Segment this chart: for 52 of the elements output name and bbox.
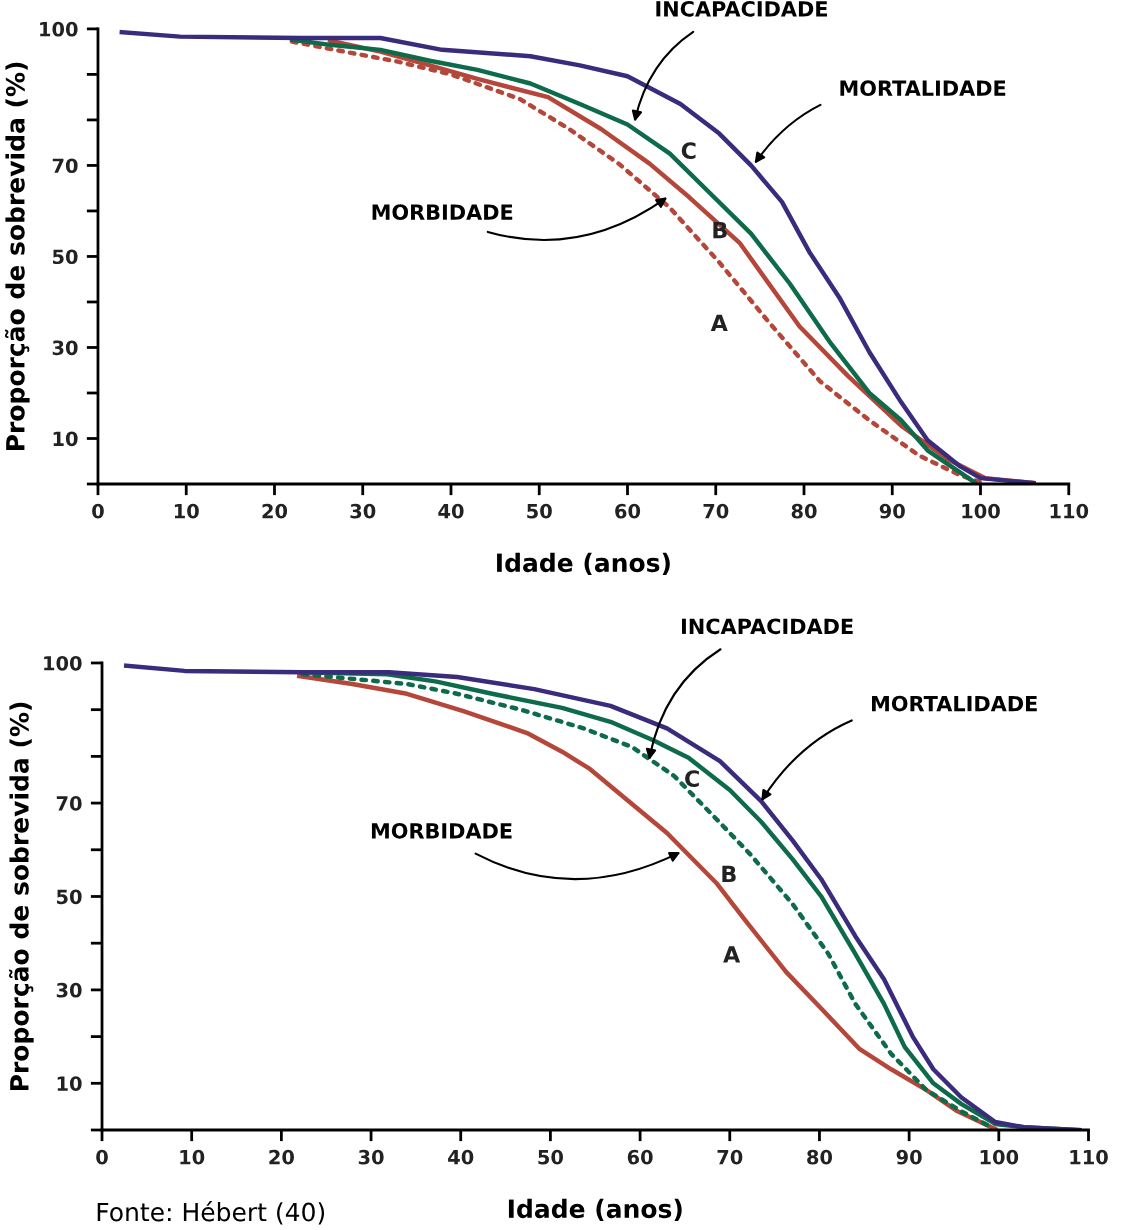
y-axis-title: Proporção de sobrevida (%) xyxy=(4,62,30,451)
x-axis-title: Idade (anos) xyxy=(508,1198,682,1222)
x-tick-label: 100 xyxy=(980,1149,1019,1165)
x-tick-label: 60 xyxy=(615,503,641,519)
x-tick-label: 60 xyxy=(627,1149,653,1165)
x-tick-label: 50 xyxy=(538,1149,564,1165)
x-axis-title: Idade (anos) xyxy=(497,552,670,576)
y-tick-label: 10 xyxy=(57,1076,82,1091)
x-tick-label: 90 xyxy=(896,1149,922,1165)
annotation: MORBIDADE xyxy=(372,204,513,220)
y-axis-title: Proporção de sobrevida (%) xyxy=(9,702,34,1091)
x-tick-label: 30 xyxy=(350,503,376,519)
x-tick-label: 30 xyxy=(358,1149,384,1165)
annotation: C xyxy=(681,142,696,160)
annotation: B xyxy=(722,865,736,883)
x-tick-label: 50 xyxy=(527,503,552,519)
y-tick-label: 50 xyxy=(52,249,78,265)
annotation: A xyxy=(710,314,728,331)
y-tick-label: 100 xyxy=(44,655,82,671)
line-series xyxy=(124,663,1082,1130)
x-tick-label: 20 xyxy=(262,503,288,519)
y-tick-label: 30 xyxy=(56,982,82,998)
x-tick-label: 80 xyxy=(791,503,817,519)
source-note: Fonte: Hébert (40) xyxy=(97,1201,325,1225)
annotation: MORTALIDADE xyxy=(840,80,1006,97)
line-series xyxy=(119,29,1036,485)
x-tick-label: 70 xyxy=(717,1149,743,1165)
x-tick-label: 110 xyxy=(1070,1149,1108,1165)
x-tick-label: 10 xyxy=(174,503,199,519)
y-tick-label: 100 xyxy=(40,21,78,37)
annotation: MORBIDADE xyxy=(371,822,512,839)
x-tick-label: 20 xyxy=(269,1149,294,1165)
x-tick-label: 40 xyxy=(448,1149,474,1165)
annotation: INCAPACIDADE xyxy=(681,618,853,635)
annotation: MORTALIDADE xyxy=(872,695,1037,712)
annotation: INCAPACIDADE xyxy=(656,0,828,17)
x-tick-label: 90 xyxy=(879,503,905,519)
x-tick-label: 0 xyxy=(96,1149,108,1165)
x-tick-label: 70 xyxy=(703,503,729,519)
x-tick-label: 0 xyxy=(92,503,104,519)
y-tick-label: 70 xyxy=(56,796,82,811)
x-tick-label: 80 xyxy=(807,1149,833,1165)
x-tick-label: 10 xyxy=(180,1149,205,1165)
y-tick-label: 50 xyxy=(57,889,82,905)
y-tick-label: 30 xyxy=(52,340,78,356)
annotation: A xyxy=(723,946,741,963)
y-tick-label: 10 xyxy=(53,431,78,447)
x-tick-label: 100 xyxy=(962,503,1000,519)
x-tick-label: 110 xyxy=(1050,503,1089,519)
x-tick-label: 40 xyxy=(438,503,464,519)
y-tick-label: 70 xyxy=(52,158,78,174)
annotation: C xyxy=(685,770,699,787)
